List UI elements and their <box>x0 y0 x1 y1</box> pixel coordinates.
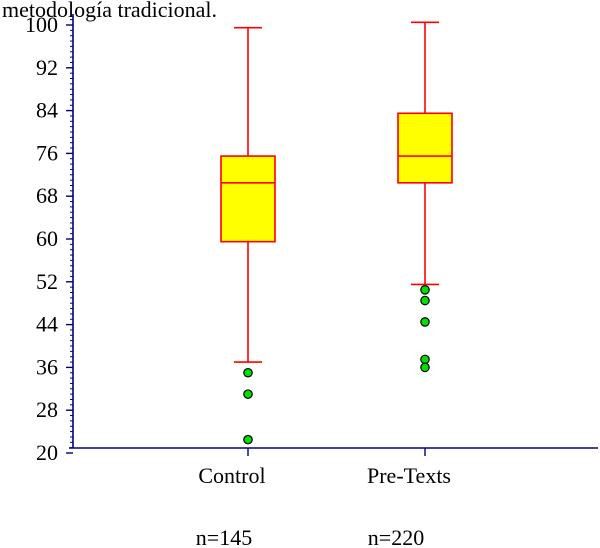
y-axis: 20 28 36 44 52 60 68 76 84 92 100 <box>25 12 74 465</box>
count-label: n=220 <box>368 525 424 548</box>
y-tick-label: 60 <box>36 226 58 251</box>
outlier-point <box>420 362 430 373</box>
y-tick-label: 76 <box>36 140 58 165</box>
outlier-point <box>420 285 430 295</box>
box-pre-texts <box>397 21 453 373</box>
outlier-point <box>420 317 430 327</box>
outlier-point <box>243 367 253 378</box>
y-tick-label: 92 <box>36 55 58 80</box>
y-tick-label: 84 <box>36 98 58 123</box>
y-tick-label: 68 <box>36 183 58 208</box>
y-tick-label: 52 <box>36 269 58 294</box>
outlier-point <box>243 434 253 445</box>
chart-title-fragment: metodología tradicional. <box>2 0 217 22</box>
y-tick-label: 28 <box>36 397 58 422</box>
boxes-group <box>220 21 453 445</box>
category-label: Pre-Texts <box>367 463 451 488</box>
outlier-point <box>420 354 430 365</box>
iqr-box <box>397 112 453 184</box>
category-labels: Control n=145 Pre-Texts n=220 <box>196 463 451 548</box>
iqr-box <box>220 155 276 243</box>
count-label: n=145 <box>196 525 252 548</box>
category-label: Control <box>198 463 265 488</box>
box-control <box>220 26 276 445</box>
outlier-point <box>420 295 430 306</box>
y-tick-label: 20 <box>36 440 58 465</box>
y-tick-label: 36 <box>36 354 58 379</box>
outlier-point <box>243 389 253 399</box>
x-axis <box>69 447 598 456</box>
y-tick-label: 44 <box>36 312 58 337</box>
y-tick-label: 100 <box>25 12 58 37</box>
